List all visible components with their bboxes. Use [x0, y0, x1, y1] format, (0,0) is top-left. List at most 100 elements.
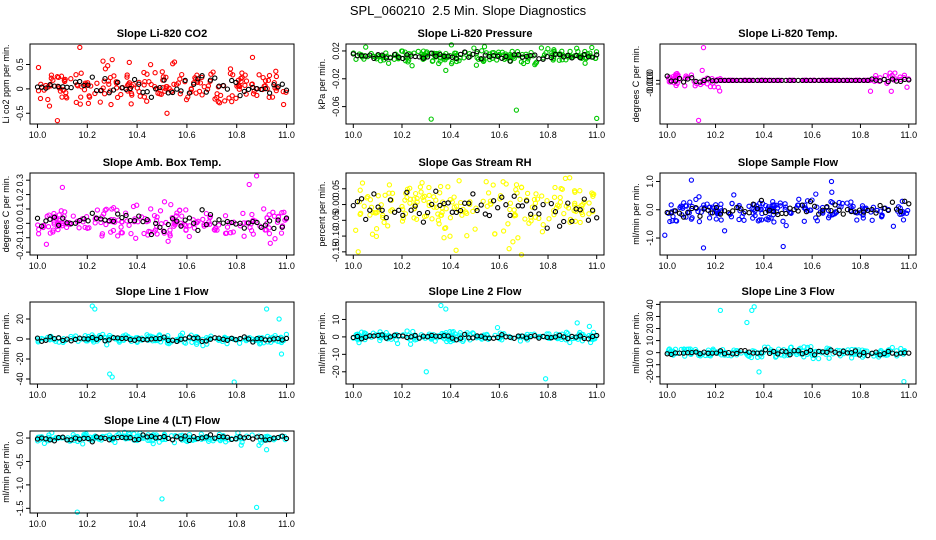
data-point — [813, 215, 819, 221]
data-point — [128, 101, 134, 107]
reference-point — [207, 432, 214, 438]
reference-point — [844, 206, 851, 213]
reference-point — [220, 82, 226, 89]
data-point — [205, 83, 212, 89]
reference-point — [254, 219, 260, 226]
reference-point — [532, 333, 538, 339]
plot-frame — [29, 301, 295, 385]
reference-point — [271, 225, 277, 232]
data-point — [153, 432, 159, 438]
reference-point — [169, 216, 176, 222]
data-point — [407, 200, 413, 206]
data-point — [433, 197, 439, 203]
outlier-point — [92, 306, 98, 312]
y-tick-label: -40 — [15, 372, 25, 385]
reference-point — [136, 81, 142, 87]
outlier-point — [253, 504, 260, 511]
reference-point — [408, 207, 414, 213]
data-point — [439, 209, 445, 216]
data-point — [688, 72, 695, 78]
x-tick-label: 10.4 — [755, 390, 773, 400]
outlier-point — [171, 59, 178, 65]
data-point — [266, 72, 273, 79]
data-point — [68, 76, 74, 82]
reference-point — [478, 333, 484, 339]
reference-point — [250, 436, 256, 442]
data-point — [264, 85, 270, 92]
x-tick-label: 11.0 — [900, 130, 917, 140]
data-point — [118, 224, 124, 230]
data-point — [106, 81, 112, 87]
data-point — [788, 210, 794, 216]
data-point — [802, 202, 808, 208]
data-point — [559, 186, 565, 192]
reference-point — [89, 334, 95, 341]
data-point — [699, 67, 705, 74]
data-point — [399, 48, 405, 54]
reference-point — [161, 77, 167, 83]
data-point — [111, 73, 117, 79]
data-point — [515, 235, 521, 241]
reference-point — [528, 211, 534, 217]
data-point — [546, 216, 552, 222]
reference-point — [400, 55, 406, 62]
x-tick-label: 10.0 — [29, 390, 47, 400]
reference-point — [106, 437, 112, 443]
data-point — [762, 202, 769, 209]
data-point — [459, 212, 465, 218]
data-point — [386, 190, 392, 196]
x-tick-label: 10.4 — [442, 130, 460, 140]
panel-8: Slope Line 2 Flow ml/min per min. 10.0 10.2… — [317, 286, 605, 400]
outlier-point — [164, 110, 170, 116]
outlier-point — [74, 509, 80, 515]
reference-point — [453, 55, 460, 62]
panel-4: Slope Amb. Box Temp. degrees C per min. 10… — [1, 157, 295, 271]
data-point — [92, 220, 98, 226]
reference-point — [102, 217, 108, 223]
plot-frame — [345, 301, 605, 385]
data-point — [721, 228, 728, 234]
data-point — [691, 78, 697, 85]
data-point — [751, 206, 757, 212]
data-point — [453, 247, 459, 253]
reference-point — [212, 220, 218, 226]
reference-point — [391, 209, 398, 215]
data-point — [237, 223, 243, 229]
data-point — [237, 83, 243, 90]
data-point — [755, 218, 761, 224]
data-point — [369, 231, 376, 237]
reference-point — [495, 334, 501, 341]
reference-point — [224, 86, 231, 92]
reference-point — [72, 220, 79, 226]
outlier-point — [901, 378, 907, 385]
reference-point — [565, 335, 571, 342]
x-tick-label: 10.4 — [442, 261, 460, 271]
data-point — [442, 225, 448, 232]
data-point — [419, 180, 425, 186]
reference-point — [43, 218, 49, 224]
reference-point — [123, 212, 129, 219]
y-tick-label: -0.1 — [15, 230, 25, 246]
data-point — [183, 96, 190, 103]
data-point — [249, 211, 255, 218]
panel-2: Slope Li-820 Pressure kPa per min. 10.0 10.… — [317, 28, 605, 140]
data-points — [34, 173, 290, 247]
x-tick-label: 10.2 — [79, 390, 97, 400]
data-point — [356, 339, 362, 346]
data-point — [380, 212, 386, 218]
reference-point — [241, 225, 247, 231]
data-point — [204, 86, 211, 92]
data-point — [481, 44, 488, 50]
data-point — [705, 347, 712, 353]
data-point — [447, 215, 454, 221]
reference-point — [279, 81, 285, 87]
data-point — [389, 190, 396, 196]
data-point — [139, 335, 145, 341]
data-point — [266, 230, 273, 237]
data-point — [256, 72, 262, 78]
data-point — [444, 335, 450, 342]
data-point — [445, 184, 451, 190]
data-point — [128, 230, 134, 237]
data-point — [507, 206, 513, 213]
reference-point — [203, 434, 209, 440]
